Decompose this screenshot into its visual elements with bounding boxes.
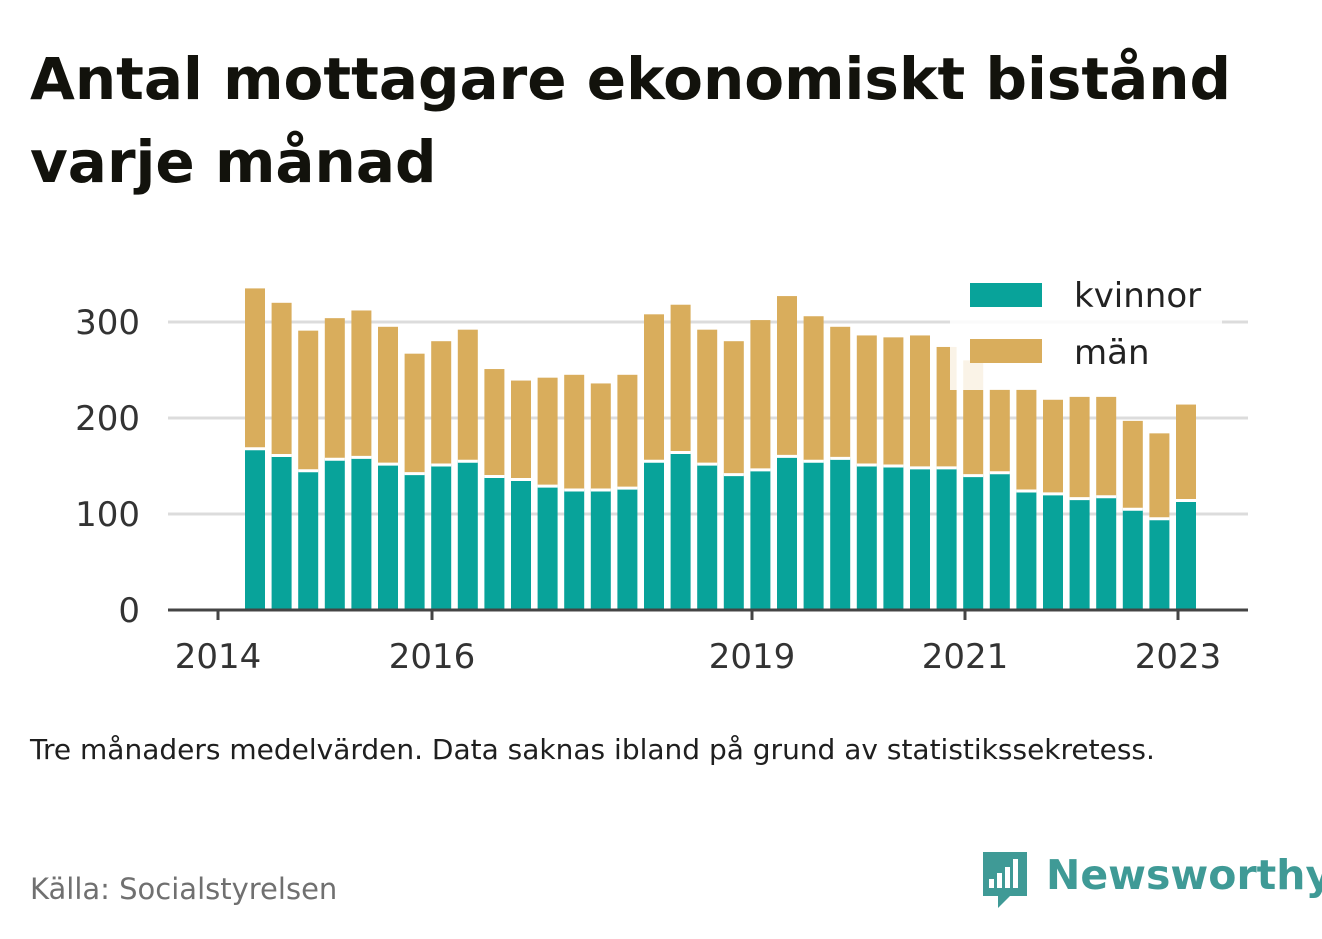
- x-tick-label: 2021: [922, 637, 1009, 677]
- y-tick-label: 300: [75, 303, 140, 343]
- bar-kvinnor: [803, 461, 824, 610]
- bar-kvinnor: [617, 488, 638, 610]
- legend-label-man: män: [1074, 333, 1150, 373]
- bar-man: [457, 329, 478, 462]
- bar-kvinnor: [777, 456, 797, 610]
- bar-kvinnor: [351, 457, 372, 610]
- x-tick-label: 2019: [709, 637, 796, 677]
- bar-man: [1043, 399, 1063, 494]
- newsworthy-wordmark: Newsworthy: [1046, 851, 1322, 899]
- bar-man: [830, 326, 851, 459]
- bar-kvinnor: [936, 467, 957, 610]
- legend: kvinnor män: [950, 262, 1222, 390]
- bar-kvinnor: [963, 475, 984, 610]
- bar-man: [617, 374, 638, 489]
- y-tick-label: 200: [75, 399, 140, 439]
- bar-kvinnor: [1149, 518, 1170, 610]
- x-tick-label: 2014: [175, 637, 262, 677]
- bar-kvinnor: [431, 465, 452, 610]
- source-credit: Källa: Socialstyrelsen: [30, 872, 338, 906]
- bar-kvinnor: [1069, 498, 1090, 610]
- bar-man: [1016, 389, 1037, 491]
- chart-title: Antal mottagare ekonomiskt bistånd varje…: [30, 45, 1232, 196]
- legend-label-kvinnor: kvinnor: [1074, 276, 1201, 316]
- bar-man: [271, 302, 292, 456]
- bar-kvinnor: [1016, 490, 1037, 610]
- axes: 0 100 200 300 2014 2016 2019 2021 2023: [75, 303, 1248, 677]
- bar-man: [351, 310, 372, 458]
- bar-man: [404, 353, 425, 474]
- bar-man: [564, 374, 585, 490]
- bar-man: [324, 318, 345, 460]
- bar-kvinnor: [723, 474, 744, 610]
- bar-kvinnor: [989, 472, 1010, 610]
- bar-man: [1069, 396, 1090, 499]
- bars: [245, 288, 1196, 610]
- bar-man: [750, 320, 771, 470]
- bar-kvinnor: [1096, 496, 1117, 610]
- chart-note: Tre månaders medelvärden. Data saknas ib…: [30, 733, 1155, 766]
- bar-man: [511, 380, 531, 480]
- bar-kvinnor: [245, 448, 265, 610]
- bar-man: [803, 316, 824, 462]
- bar-man: [298, 330, 319, 471]
- bar-man: [1096, 396, 1117, 497]
- y-tick-label: 0: [118, 591, 140, 631]
- bar-man: [697, 329, 718, 465]
- bar-kvinnor: [457, 461, 478, 610]
- bar-man: [777, 296, 797, 457]
- bar-man: [378, 326, 398, 465]
- bar-kvinnor: [564, 490, 585, 610]
- bar-man: [883, 337, 904, 466]
- newsworthy-logo: Newsworthy: [980, 850, 1322, 910]
- bar-man: [1122, 420, 1143, 510]
- bar-man: [1149, 433, 1170, 519]
- bar-man: [245, 288, 265, 449]
- bar-man: [537, 377, 558, 487]
- bar-man: [1176, 404, 1196, 501]
- bar-kvinnor: [697, 464, 718, 610]
- bar-man: [670, 304, 691, 453]
- bar-man: [910, 335, 930, 468]
- bar-kvinnor: [750, 469, 771, 610]
- legend-swatch-kvinnor: [970, 283, 1042, 307]
- bar-kvinnor: [404, 473, 425, 610]
- x-tick-label: 2023: [1135, 637, 1222, 677]
- bar-kvinnor: [910, 467, 930, 610]
- bar-man: [644, 314, 664, 462]
- bar-kvinnor: [324, 459, 345, 610]
- bar-kvinnor: [1176, 500, 1196, 610]
- bar-kvinnor: [1043, 493, 1063, 610]
- bar-man: [431, 341, 452, 466]
- bar-man: [723, 341, 744, 475]
- bar-man: [856, 335, 877, 466]
- bar-kvinnor: [378, 464, 398, 610]
- bar-kvinnor: [856, 465, 877, 610]
- bar-kvinnor: [883, 466, 904, 610]
- bar-man: [989, 389, 1010, 473]
- bar-kvinnor: [590, 490, 611, 610]
- bar-man: [484, 369, 505, 477]
- y-tick-label: 100: [75, 495, 140, 535]
- bar-kvinnor: [298, 470, 319, 610]
- bar-kvinnor: [271, 455, 292, 610]
- bar-man: [590, 383, 611, 490]
- x-tick-label: 2016: [389, 637, 476, 677]
- bar-kvinnor: [644, 461, 664, 610]
- bar-kvinnor: [537, 486, 558, 610]
- newsworthy-logo-icon: [983, 852, 1027, 908]
- bar-kvinnor: [830, 458, 851, 610]
- bar-kvinnor: [670, 452, 691, 610]
- bar-kvinnor: [1122, 509, 1143, 610]
- stacked-bar-chart: 0 100 200 300 2014 2016 2019 2021 2023 kvinnor m…: [75, 262, 1248, 677]
- bar-kvinnor: [511, 479, 531, 610]
- bar-kvinnor: [484, 476, 505, 610]
- legend-swatch-man: [970, 339, 1042, 363]
